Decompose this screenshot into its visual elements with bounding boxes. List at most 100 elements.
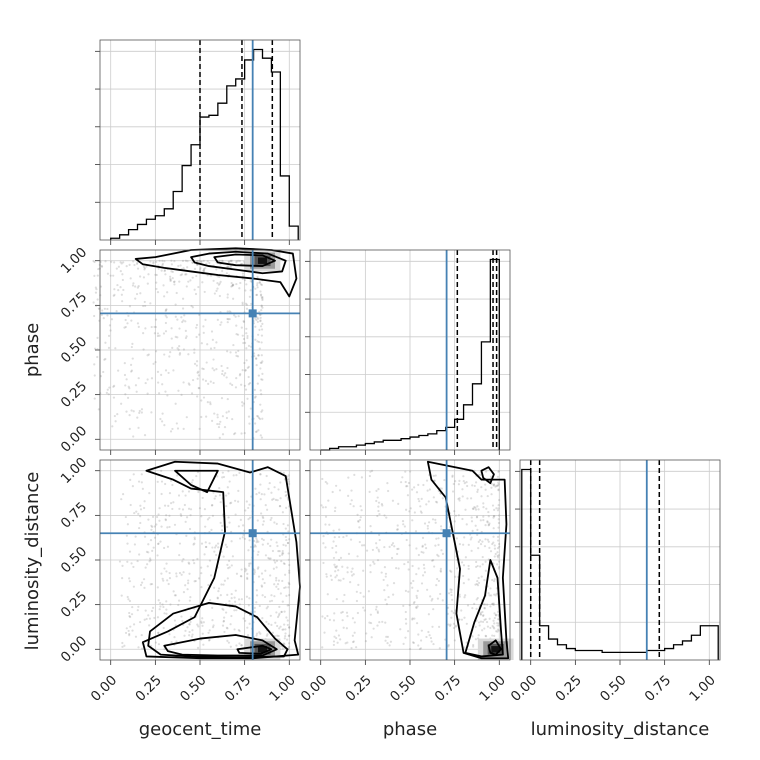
panel-phase-luminosity_distance-sample (355, 646, 358, 649)
panel-geocent_time-luminosity_distance-sample (216, 542, 220, 545)
panel-geocent_time-phase-sample (170, 327, 173, 330)
panel-geocent_time-luminosity_distance-sample (190, 635, 194, 638)
panel-geocent_time-luminosity_distance-sample (213, 550, 216, 553)
panel-geocent_time-luminosity_distance-sample (141, 487, 144, 490)
panel-geocent_time-phase-sample (100, 264, 103, 268)
panel-geocent_time-luminosity_distance-sample (135, 510, 138, 513)
panel-phase-luminosity_distance-sample (401, 520, 405, 523)
panel-geocent_time-luminosity_distance-sample (184, 520, 187, 523)
panel-phase-luminosity_distance-sample (396, 524, 399, 527)
panel-geocent_time-phase-sample (109, 329, 112, 332)
panel-geocent_time-luminosity_distance-sample (170, 502, 173, 505)
panel-geocent_time-phase-sample (224, 372, 227, 375)
panel-geocent_time-luminosity_distance-sample (248, 503, 251, 506)
panel-phase-luminosity_distance-sample (368, 621, 371, 624)
panel-phase-luminosity_distance-sample (475, 516, 479, 519)
panel-geocent_time-phase-sample (255, 293, 258, 297)
xtick-label-geocent_time-1: 0.25 (132, 672, 165, 705)
panel-geocent_time-phase-sample (163, 269, 166, 273)
panel-phase-luminosity_distance-sample (475, 515, 479, 518)
panel-geocent_time-luminosity_distance-sample (175, 575, 178, 578)
panel-geocent_time-luminosity_distance-sample (248, 539, 251, 542)
panel-phase-luminosity_distance-sample (383, 566, 387, 569)
panel-geocent_time-luminosity_distance-sample (269, 518, 272, 522)
panel-phase-luminosity_distance-sample (384, 598, 387, 601)
panel-geocent_time-luminosity_distance-sample (128, 611, 131, 615)
panel-geocent_time-luminosity_distance-sample (201, 496, 204, 500)
panel-phase-luminosity_distance-sample (411, 617, 414, 620)
panel-geocent_time-luminosity_distance-sample (248, 562, 251, 565)
panel-geocent_time-phase-sample (114, 347, 117, 350)
panel-geocent_time-phase-sample (259, 294, 263, 297)
panel-phase-luminosity_distance-sample (464, 508, 467, 511)
panel-geocent_time-luminosity_distance-sample (192, 543, 195, 546)
panel-geocent_time-luminosity_distance-sample (279, 625, 282, 628)
panel-geocent_time-phase-sample (202, 267, 206, 271)
panel-geocent_time-luminosity_distance-sample (273, 559, 276, 562)
panel-phase-luminosity_distance-sample (368, 474, 371, 478)
panel-geocent_time-luminosity_distance-sample (218, 494, 222, 497)
panel-geocent_time-luminosity_distance-sample (207, 583, 210, 587)
panel-geocent_time-phase-sample (155, 260, 158, 263)
panel-phase-luminosity_distance-sample (401, 476, 404, 479)
panel-geocent_time-phase-sample (259, 290, 262, 293)
panel-geocent_time-phase-sample (200, 415, 203, 419)
panel-geocent_time-phase-sample (161, 262, 164, 265)
panel-geocent_time-luminosity_distance-sample (281, 552, 284, 555)
panel-geocent_time-phase-sample (121, 273, 124, 276)
panel-geocent_time-luminosity_distance-sample (188, 630, 191, 634)
panel-geocent_time-phase-sample (182, 381, 185, 384)
panel-geocent_time-phase-sample (227, 318, 230, 321)
panel-geocent_time-luminosity_distance-sample (150, 524, 153, 527)
panel-geocent_time-phase-sample (180, 273, 184, 276)
panel-geocent_time-luminosity_distance-sample (253, 572, 256, 576)
panel-geocent_time-luminosity_distance-sample (143, 506, 146, 510)
panel-geocent_time-luminosity_distance-sample (154, 641, 157, 644)
panel-geocent_time-luminosity_distance-sample (228, 480, 231, 483)
panel-phase-luminosity_distance-sample (342, 577, 345, 580)
panel-phase-luminosity_distance-sample (328, 523, 331, 526)
panel-phase-luminosity_distance-contour-3 (480, 466, 495, 485)
panel-phase-luminosity_distance-sample (351, 640, 355, 644)
panel-phase-luminosity_distance-sample (493, 593, 496, 596)
panel-phase-luminosity_distance-sample (441, 497, 444, 500)
panel-phase-luminosity_distance-sample (493, 508, 496, 512)
panel-geocent_time-phase-sample (255, 293, 259, 296)
panel-geocent_time-luminosity_distance-sample (130, 562, 133, 565)
panel-geocent_time-phase-sample (186, 266, 189, 269)
panel-phase-luminosity_distance-sample (441, 552, 445, 555)
panel-phase-luminosity_distance-sample (489, 550, 493, 553)
panel-geocent_time-luminosity_distance-sample (204, 545, 208, 549)
panel-geocent_time-phase-sample (147, 273, 150, 276)
panel-phase-luminosity_distance-sample (493, 634, 496, 637)
panel-geocent_time-luminosity_distance-sample (186, 626, 189, 629)
panel-phase-luminosity_distance-sample (336, 641, 339, 644)
panel-geocent_time-phase-sample (226, 397, 229, 401)
panel-phase-luminosity_distance-sample (339, 579, 342, 582)
panel-geocent_time-phase-sample (215, 268, 218, 271)
panel-geocent_time-phase-sample (236, 333, 240, 336)
panel-geocent_time-phase-sample (250, 345, 253, 348)
panel-phase-luminosity_distance-sample (376, 514, 379, 518)
panel-geocent_time-luminosity_distance-sample (131, 605, 134, 609)
panel-geocent_time-luminosity_distance-sample (178, 507, 181, 510)
panel-geocent_time-phase-sample (244, 388, 248, 391)
panel-geocent_time-phase-sample (205, 361, 208, 364)
panel-geocent_time-phase-sample (93, 260, 96, 264)
panel-geocent_time-phase-sample (136, 267, 140, 270)
panel-geocent_time-luminosity_distance-sample (278, 504, 282, 508)
panel-geocent_time-phase-sample (131, 342, 134, 345)
panel-geocent_time-luminosity_distance-sample (160, 572, 163, 575)
panel-geocent_time-phase-sample (241, 301, 244, 304)
panel-phase-luminosity_distance-sample (481, 563, 484, 566)
panel-phase-luminosity_distance-sample (425, 503, 428, 506)
hist-panel-geocent_time (95, 39, 301, 245)
panel-geocent_time-luminosity_distance-sample (258, 491, 261, 494)
panel-phase-luminosity_distance-sample (427, 613, 430, 616)
panel-geocent_time-phase-sample (239, 281, 242, 285)
panel-geocent_time-phase-sample (260, 410, 263, 413)
panel-phase-luminosity_distance-sample (423, 567, 426, 570)
panel-geocent_time-luminosity_distance-sample (259, 498, 262, 501)
panel-phase-luminosity_distance-sample (342, 535, 345, 539)
